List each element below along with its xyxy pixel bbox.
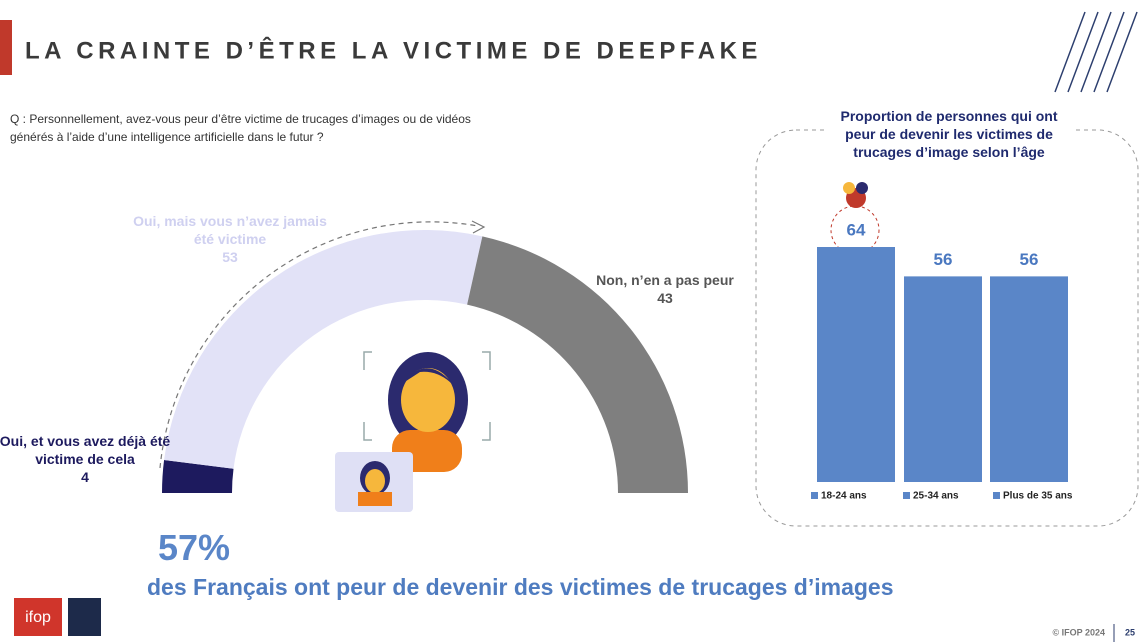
value-label: 53 — [222, 249, 238, 265]
category-label: Non, n’en a pas peur — [596, 272, 734, 288]
partner-logo — [68, 598, 101, 636]
people-icon — [843, 182, 868, 208]
gauge-label: Non, n’en a pas peur 43 — [565, 271, 765, 307]
bar — [990, 276, 1068, 482]
value-label: 4 — [81, 469, 89, 485]
category-label: Oui, mais vous n’avez jamais été victime — [133, 213, 327, 247]
legend-label: 18-24 ans — [821, 491, 867, 502]
headline-figure: 57% — [158, 527, 231, 568]
headline-text: des Français ont peur de devenir des vic… — [147, 574, 894, 600]
gauge-label: Oui, mais vous n’avez jamais été victime… — [130, 212, 330, 266]
question: Q : Personnellement, avez-vous peur d’êt… — [10, 112, 471, 144]
legend-swatch — [811, 492, 818, 499]
accent-bar — [0, 20, 12, 75]
gauge-segment — [164, 230, 483, 469]
copyright: © IFOP 2024 — [1053, 627, 1106, 637]
logo-box — [14, 598, 62, 636]
bar — [904, 276, 982, 482]
page-number: 25 — [1125, 627, 1135, 637]
arrow-head — [471, 220, 486, 234]
bar-title: Proportion de personnes qui ont peur de … — [840, 108, 1058, 160]
value-label: 56 — [1020, 250, 1039, 269]
legend-label: Plus de 35 ans — [1003, 491, 1073, 502]
decor-lines — [1054, 11, 1138, 93]
value-label: 56 — [934, 250, 953, 269]
legend-swatch — [903, 492, 910, 499]
category-label: Oui, et vous avez déjà été victime de ce… — [0, 433, 171, 467]
panel-title-bg — [825, 104, 1073, 162]
bar — [817, 247, 895, 482]
legend-label: 25-34 ans — [913, 491, 959, 502]
logo: ifop — [25, 609, 51, 626]
dashed-arrow — [159, 221, 479, 469]
face-illustration — [335, 351, 491, 512]
legend-swatch — [993, 492, 1000, 499]
gauge-segment — [162, 460, 234, 493]
gauge-label: Oui, et vous avez déjà été victime de ce… — [0, 432, 185, 486]
gauge-segment — [467, 236, 688, 493]
slide-title: LA CRAINTE D’ÊTRE LA VICTIME DE DEEPFAKE — [25, 36, 762, 64]
value-label: 64 — [847, 220, 866, 239]
panel-border — [755, 129, 1139, 527]
value-label: 43 — [657, 290, 673, 306]
